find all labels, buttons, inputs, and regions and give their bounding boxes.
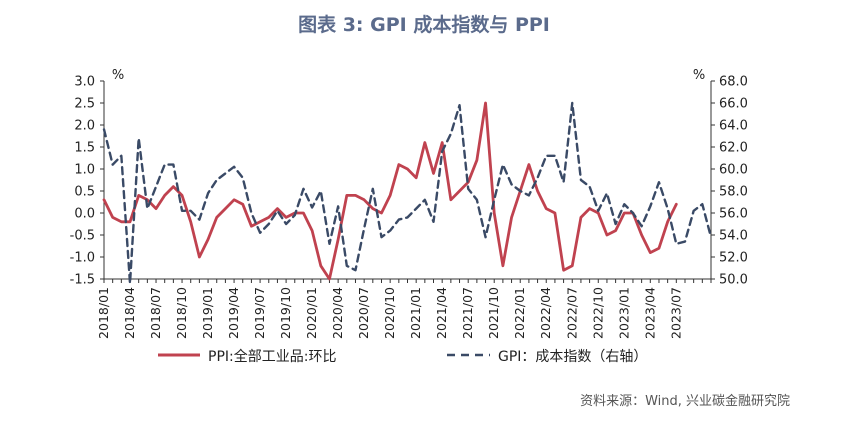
chart-title: 图表 3: GPI 成本指数与 PPI [298,13,550,36]
x-tick-label: 2022/07 [564,287,579,339]
x-tick-label: 2021/04 [434,287,449,339]
legend-gpi-label: GPI：成本指数（右轴） [498,349,647,365]
x-tick-label: 2019/07 [252,287,267,339]
right-tick-label: 64.0 [719,119,748,134]
x-tick-label: 2018/04 [122,287,137,339]
left-tick-label: 2.0 [74,119,95,134]
legend: PPI:全部工业品:环比 GPI：成本指数（右轴） [158,348,647,365]
left-tick-label: -1.5 [70,273,95,288]
right-tick-label: 52.0 [719,251,748,266]
left-tick-label: -1.0 [70,251,95,266]
x-tick-label: 2018/07 [148,287,163,339]
right-tick-label: 66.0 [719,97,748,112]
x-tick-label: 2018/01 [96,287,111,339]
left-tick-label: 1.0 [74,163,95,178]
x-tick-label: 2023/01 [616,287,631,339]
right-tick-label: 60.0 [719,163,748,178]
right-tick-label: 50.0 [719,273,748,288]
x-tick-label: 2020/04 [330,287,345,339]
x-tick-label: 2020/07 [356,287,371,339]
left-tick-label: 0.5 [74,185,95,200]
x-tick-label: 2021/01 [408,287,423,339]
ppi-series-line [102,101,678,281]
left-tick-label: -0.5 [70,229,95,244]
x-tick-label: 2018/10 [174,287,189,339]
left-tick-label: 3.0 [74,75,95,90]
x-tick-label: 2021/10 [486,287,501,339]
x-tick-label: 2020/01 [304,287,319,339]
x-tick-label: 2020/10 [382,287,397,339]
chart-source: 资料来源：Wind, 兴业碳金融研究院 [580,393,790,409]
left-tick-label: 2.5 [74,97,95,112]
x-tick-label: 2019/04 [226,287,241,339]
x-tick-label: 2022/10 [590,287,605,339]
x-tick-label: 2021/07 [460,287,475,339]
left-axis-unit: % [112,68,124,83]
left-tick-label: 1.5 [74,141,95,156]
series-layer [102,101,713,285]
right-tick-label: 58.0 [719,185,748,200]
legend-ppi-label: PPI:全部工业品:环比 [208,348,336,365]
gpi-series-line [102,101,713,285]
x-tick-label: 2023/04 [642,287,657,339]
right-axis-unit: % [693,68,705,83]
right-tick-label: 62.0 [719,141,748,156]
x-tick-label: 2023/07 [668,287,683,339]
x-tick-label: 2022/04 [538,287,553,339]
right-tick-label: 54.0 [719,229,748,244]
x-tick-label: 2019/10 [278,287,293,339]
right-tick-label: 68.0 [719,75,748,90]
right-tick-label: 56.0 [719,207,748,222]
x-tick-label: 2019/01 [200,287,215,339]
x-tick-label: 2022/01 [512,287,527,339]
axes-layer: 3.0 2.5 2.0 1.5 1.0 0.5 0.0 -0.5 -1.0 -1.5 68.0 66.… [70,68,748,339]
left-tick-label: 0.0 [74,207,95,222]
